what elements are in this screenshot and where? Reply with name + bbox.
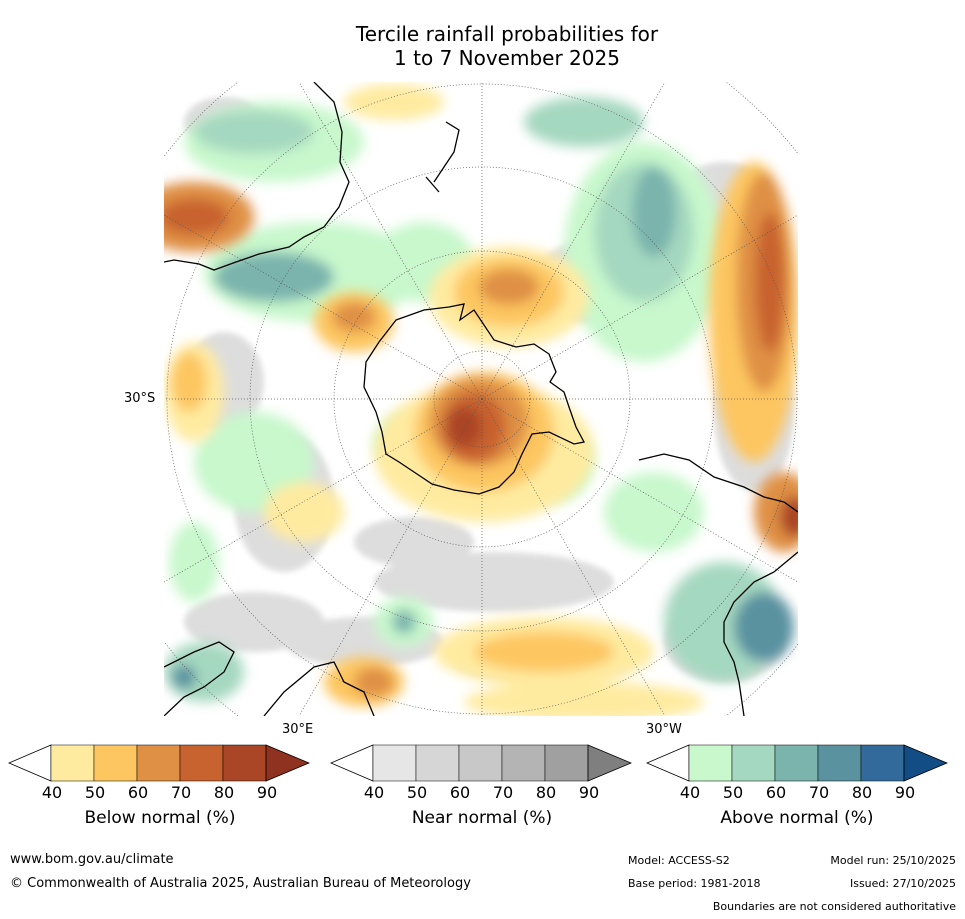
below-tick-label: 70 bbox=[170, 783, 192, 802]
lon-label-30w: 30°W bbox=[646, 722, 682, 737]
near-tick-label: 70 bbox=[492, 783, 514, 802]
near-tick-label: 60 bbox=[449, 783, 471, 802]
title-line-1: Tercile rainfall probabilities for bbox=[355, 22, 659, 46]
near-swatch bbox=[544, 744, 589, 782]
below-extend-high bbox=[265, 744, 310, 782]
lon-label-30e: 30°E bbox=[282, 722, 314, 737]
near-tick-label: 50 bbox=[406, 783, 428, 802]
above-tick-label: 80 bbox=[851, 783, 873, 802]
colorbar-below-label: Below normal (%) bbox=[84, 808, 236, 828]
above-extend-high bbox=[903, 744, 948, 782]
near-swatch bbox=[501, 744, 546, 782]
near-tick-label: 90 bbox=[578, 783, 600, 802]
near-tick-label: 40 bbox=[363, 783, 385, 802]
below-tick-label: 60 bbox=[127, 783, 149, 802]
below-swatch bbox=[179, 744, 224, 782]
below-tick-label: 90 bbox=[256, 783, 278, 802]
near-swatch bbox=[372, 744, 417, 782]
coastlines bbox=[164, 82, 798, 716]
website-link[interactable]: www.bom.gov.au/climate bbox=[10, 852, 174, 867]
polar-rainfall-map bbox=[164, 82, 798, 716]
above-tick-label: 90 bbox=[894, 783, 916, 802]
above-swatch bbox=[688, 744, 733, 782]
above-swatch bbox=[860, 744, 905, 782]
below-swatch bbox=[222, 744, 267, 782]
above-tick-label: 70 bbox=[808, 783, 830, 802]
model-text: Model: ACCESS-S2 bbox=[628, 854, 730, 867]
near-tick-label: 80 bbox=[535, 783, 557, 802]
below-swatch bbox=[93, 744, 138, 782]
below-tick-label: 50 bbox=[84, 783, 106, 802]
australia-coast bbox=[164, 82, 350, 271]
below-tick-label: 40 bbox=[41, 783, 63, 802]
above-swatch bbox=[774, 744, 819, 782]
colorbar-above-label: Above normal (%) bbox=[720, 808, 874, 828]
below-extend-low bbox=[8, 744, 52, 782]
issued-text: Issued: 27/10/2025 bbox=[849, 877, 956, 890]
lat-label-30s: 30°S bbox=[124, 391, 156, 406]
colorbar-near-normal bbox=[330, 744, 632, 782]
disclaimer-text: Boundaries are not considered authoritat… bbox=[712, 900, 956, 913]
colorbar-below-normal bbox=[8, 744, 310, 782]
below-swatch bbox=[50, 744, 95, 782]
antarctica-coast bbox=[363, 303, 585, 495]
near-extend-high bbox=[587, 744, 632, 782]
below-swatch bbox=[136, 744, 181, 782]
map-title: Tercile rainfall probabilities for 1 to … bbox=[0, 22, 965, 70]
above-extend-low bbox=[646, 744, 690, 782]
near-swatch bbox=[415, 744, 460, 782]
near-extend-low bbox=[330, 744, 374, 782]
above-swatch bbox=[731, 744, 776, 782]
above-tick-label: 60 bbox=[765, 783, 787, 802]
above-tick-label: 50 bbox=[722, 783, 744, 802]
below-tick-label: 80 bbox=[213, 783, 235, 802]
africa-coast bbox=[164, 641, 375, 716]
near-swatch bbox=[458, 744, 503, 782]
new-zealand-coast bbox=[425, 121, 460, 193]
graticule bbox=[164, 82, 798, 716]
colorbar-near-label: Near normal (%) bbox=[411, 808, 553, 828]
above-tick-label: 40 bbox=[679, 783, 701, 802]
south-america-coast bbox=[638, 453, 798, 716]
colorbar-above-normal bbox=[646, 744, 948, 782]
above-swatch bbox=[817, 744, 862, 782]
base-period-text: Base period: 1981-2018 bbox=[628, 877, 761, 890]
model-run-text: Model run: 25/10/2025 bbox=[830, 854, 956, 867]
copyright-text: © Commonwealth of Australia 2025, Austra… bbox=[10, 876, 471, 891]
title-line-2: 1 to 7 November 2025 bbox=[394, 46, 620, 70]
